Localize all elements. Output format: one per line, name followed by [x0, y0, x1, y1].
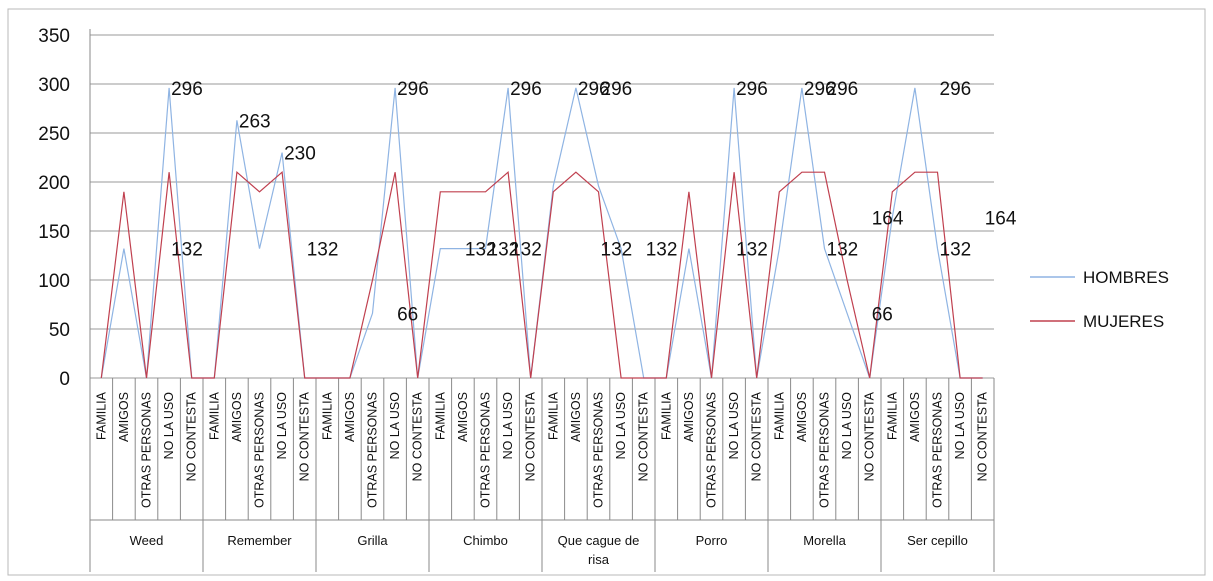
y-tick-label: 300	[38, 75, 70, 96]
x-tick-label: FAMILIA	[207, 391, 221, 440]
x-tick-label: AMIGOS	[456, 392, 470, 442]
data-label: 132	[940, 240, 972, 261]
group-label: Ser cepillo	[907, 533, 968, 548]
x-tick-label: NO LA USO	[727, 392, 741, 460]
series-lines	[100, 87, 983, 379]
group-label: risa	[588, 552, 610, 567]
data-label: 132	[488, 240, 520, 261]
x-tick-label: NO LA USO	[501, 392, 515, 460]
data-label: 296	[510, 79, 542, 100]
y-tick-label: 250	[38, 124, 70, 145]
y-tick-label: 50	[49, 320, 70, 341]
data-label: 296	[578, 79, 610, 100]
x-tick-label: AMIGOS	[343, 392, 357, 442]
series-line-mujeres	[100, 170, 983, 379]
x-tick-label: NO LA USO	[388, 392, 402, 460]
data-label: 132	[827, 240, 859, 261]
data-label: 230	[284, 144, 316, 165]
group-label: Weed	[130, 533, 164, 548]
data-label: 66	[397, 304, 418, 325]
x-tick-label: NO CONTESTA	[976, 391, 990, 481]
x-tick-label: OTRAS PERSONAS	[931, 392, 945, 508]
data-label: 296	[736, 79, 768, 100]
x-tick-label: NO CONTESTA	[298, 391, 312, 481]
group-label: Remember	[227, 533, 292, 548]
x-tick-label: NO CONTESTA	[411, 391, 425, 481]
x-tick-label: FAMILIA	[546, 391, 560, 440]
x-tick-label: AMIGOS	[682, 392, 696, 442]
x-tick-label: AMIGOS	[908, 392, 922, 442]
y-axis-ticks: 0 50 100 150 200 250 300 350	[38, 26, 70, 390]
y-tick-label: 350	[38, 26, 70, 47]
data-label: 132	[646, 240, 678, 261]
data-label: 132	[601, 240, 633, 261]
gridlines	[90, 34, 994, 379]
chart-frame	[7, 8, 1206, 576]
x-tick-label: NO CONTESTA	[637, 391, 651, 481]
data-label: 164	[872, 208, 904, 229]
x-tick-label: NO CONTESTA	[524, 391, 538, 481]
data-label: 296	[804, 79, 836, 100]
data-label: 132	[510, 240, 542, 261]
group-label: Chimbo	[463, 533, 508, 548]
group-label: Que cague de	[558, 533, 640, 548]
x-tick-label: NO CONTESTA	[185, 391, 199, 481]
x-tick-label: OTRAS PERSONAS	[592, 392, 606, 508]
x-tick-label: AMIGOS	[569, 392, 583, 442]
data-label: 296	[171, 79, 203, 100]
x-tick-label: OTRAS PERSONAS	[705, 392, 719, 508]
data-label: 132	[465, 240, 497, 261]
data-label: 132	[171, 240, 203, 261]
x-tick-label: FAMILIA	[433, 391, 447, 440]
x-tick-label: AMIGOS	[117, 392, 131, 442]
x-tick-label: AMIGOS	[230, 392, 244, 442]
x-tick-label: NO LA USO	[953, 392, 967, 460]
data-label: 296	[940, 79, 972, 100]
x-tick-label: OTRAS PERSONAS	[366, 392, 380, 508]
y-tick-label: 150	[38, 222, 70, 243]
x-tick-label: OTRAS PERSONAS	[140, 392, 154, 508]
y-tick-label: 0	[59, 369, 70, 390]
y-tick-label: 100	[38, 271, 70, 292]
x-tick-label: FAMILIA	[659, 391, 673, 440]
x-tick-label: OTRAS PERSONAS	[479, 392, 493, 508]
x-tick-label: AMIGOS	[795, 392, 809, 442]
x-tick-label: FAMILIA	[320, 391, 334, 440]
x-tick-label: NO LA USO	[614, 392, 628, 460]
x-tick-label: NO LA USO	[162, 392, 176, 460]
data-label: 132	[736, 240, 768, 261]
x-tick-label: NO LA USO	[840, 392, 854, 460]
legend-label: HOMBRES	[1083, 268, 1169, 287]
group-label: Grilla	[357, 533, 388, 548]
data-label: 296	[827, 79, 859, 100]
data-label: 132	[307, 240, 339, 261]
x-axis-group-labels: Weed Remember Grilla Chimbo Que cague de risa…	[130, 533, 968, 567]
x-axis-category-labels: FAMILIA AMIGOS OTRAS PERSONAS NO LA USO NO C…	[94, 391, 989, 508]
y-tick-label: 200	[38, 173, 70, 194]
group-label: Morella	[803, 533, 846, 548]
data-label: 263	[239, 111, 271, 132]
group-label: Porro	[696, 533, 728, 548]
axes	[89, 29, 995, 572]
x-tick-label: FAMILIA	[772, 391, 786, 440]
x-tick-label: FAMILIA	[94, 391, 108, 440]
data-label: 66	[872, 304, 893, 325]
data-label: 296	[397, 79, 429, 100]
legend: HOMBRES MUJERES	[1030, 268, 1169, 331]
x-tick-label: OTRAS PERSONAS	[818, 392, 832, 508]
x-tick-label: NO CONTESTA	[750, 391, 764, 481]
x-tick-label: NO CONTESTA	[863, 391, 877, 481]
series-line-hombres	[100, 87, 983, 379]
data-label: 296	[601, 79, 633, 100]
x-tick-label: NO LA USO	[275, 392, 289, 460]
legend-label: MUJERES	[1083, 312, 1164, 331]
x-tick-label: OTRAS PERSONAS	[253, 392, 267, 508]
x-tick-label: FAMILIA	[885, 391, 899, 440]
data-label: 164	[985, 208, 1017, 229]
